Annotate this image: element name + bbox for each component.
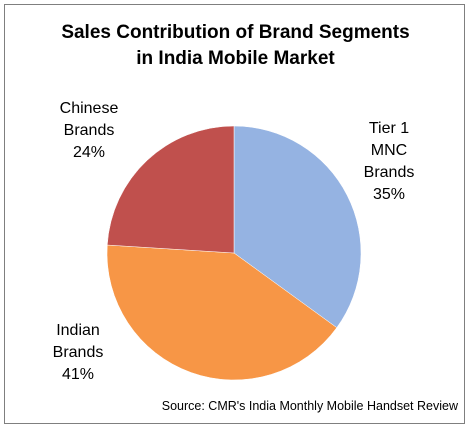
- label-chinese-line-2: Brands: [63, 122, 115, 139]
- label-tier1-mnc-line-3: Brands: [363, 164, 415, 181]
- label-indian-line-2: Brands: [52, 344, 104, 361]
- chart-title-line-2: in India Mobile Market: [136, 48, 335, 69]
- label-tier1-mnc: Tier 1 MNC Brands 35%: [352, 118, 426, 206]
- label-chinese-line-1: Chinese: [59, 100, 119, 117]
- slice-chinese: [106, 125, 235, 254]
- label-chinese: Chinese Brands 24%: [48, 98, 130, 164]
- chart-title-line-1: Sales Contribution of Brand Segments: [61, 22, 410, 43]
- label-tier1-mnc-line-2: MNC: [370, 142, 408, 159]
- label-tier1-mnc-line-1: Tier 1: [368, 120, 410, 137]
- label-indian: Indian Brands 41%: [38, 320, 118, 386]
- slice-indian: [106, 244, 338, 381]
- slice-tier1-mnc: [233, 125, 362, 328]
- source-note: Source: CMR's India Monthly Mobile Hands…: [161, 399, 458, 413]
- label-indian-value: 41%: [61, 366, 95, 383]
- chart-title: Sales Contribution of Brand Segments in …: [0, 20, 471, 72]
- label-indian-line-1: Indian: [56, 322, 100, 339]
- label-chinese-value: 24%: [72, 144, 106, 161]
- label-tier1-mnc-value: 35%: [372, 186, 406, 203]
